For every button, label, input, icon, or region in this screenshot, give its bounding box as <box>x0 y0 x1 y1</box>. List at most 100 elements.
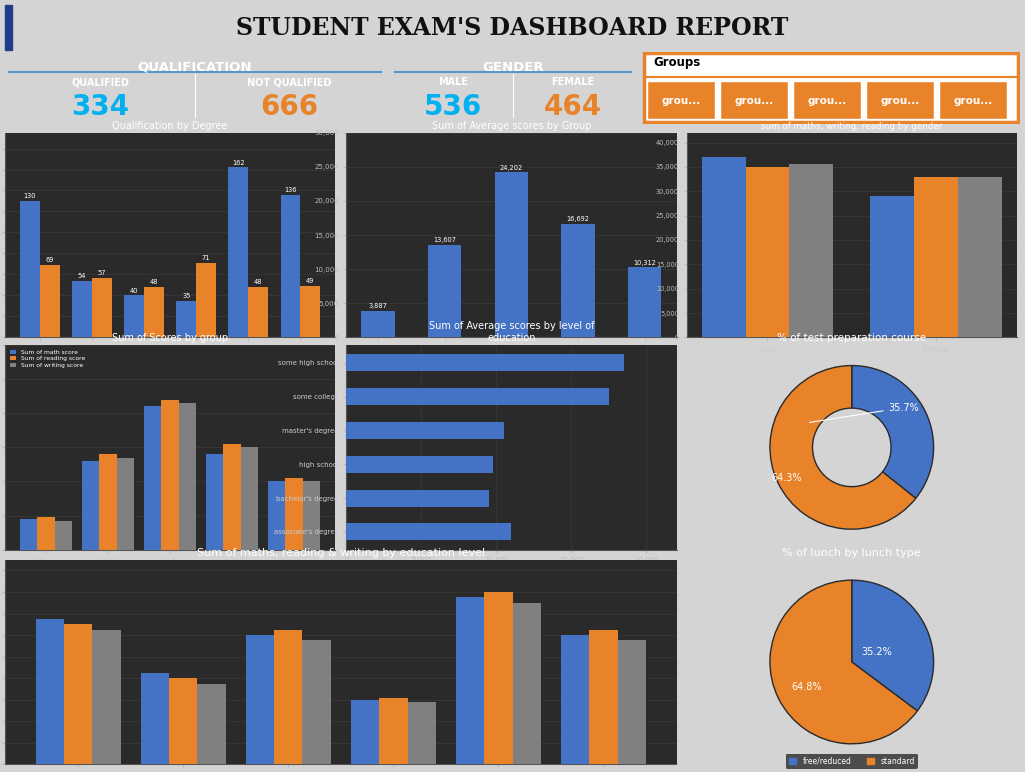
Text: 334: 334 <box>71 93 129 120</box>
Bar <box>379 698 408 764</box>
Text: NOT QUALIFIED: NOT QUALIFIED <box>247 77 332 87</box>
Bar <box>176 300 196 337</box>
Bar <box>206 454 223 550</box>
Bar <box>124 296 145 337</box>
Bar <box>169 678 198 764</box>
Bar <box>958 177 1001 337</box>
Bar <box>64 625 92 764</box>
Title: Sum of Average scores by Group: Sum of Average scores by Group <box>432 120 591 130</box>
Bar <box>5 5 12 50</box>
Text: MALE: MALE <box>438 77 467 87</box>
Bar <box>362 311 395 337</box>
Title: % of lunch by lunch type: % of lunch by lunch type <box>782 547 921 557</box>
Bar <box>346 523 511 540</box>
Bar <box>178 403 196 550</box>
Bar <box>40 265 59 337</box>
Bar <box>162 400 178 550</box>
Legend: Sum of math score, Sum of reading score, Sum of writing score: Sum of math score, Sum of reading score,… <box>8 348 87 370</box>
Bar <box>20 519 38 550</box>
Bar <box>145 287 164 337</box>
Text: 64.3%: 64.3% <box>771 473 802 483</box>
Legend: free/reduced, standard: free/reduced, standard <box>786 753 917 769</box>
Title: % of test preparation course: % of test preparation course <box>777 333 927 343</box>
Title: Sum of Average scores by level of
education: Sum of Average scores by level of educat… <box>428 321 594 343</box>
Text: grou...: grou... <box>662 96 701 106</box>
Bar <box>92 278 112 337</box>
Bar <box>346 354 624 371</box>
Bar <box>456 598 484 764</box>
FancyBboxPatch shape <box>867 82 934 119</box>
Bar <box>269 482 285 550</box>
Text: FEMALE: FEMALE <box>551 77 594 87</box>
Text: 64.8%: 64.8% <box>791 682 822 692</box>
Text: 54: 54 <box>78 273 86 279</box>
Text: QUALIFIED: QUALIFIED <box>71 77 129 87</box>
Bar <box>789 164 833 337</box>
Bar <box>618 641 646 764</box>
Text: 24,202: 24,202 <box>500 165 523 171</box>
Title: sum of maths, writing, reading by gender: sum of maths, writing, reading by gender <box>762 122 942 130</box>
Text: QUALIFICATION: QUALIFICATION <box>137 61 252 73</box>
Text: 40: 40 <box>130 288 138 294</box>
Text: 162: 162 <box>232 160 245 166</box>
FancyBboxPatch shape <box>794 82 861 119</box>
Bar <box>495 172 528 337</box>
Bar <box>484 592 512 764</box>
Text: 3,887: 3,887 <box>369 303 387 310</box>
Bar <box>38 517 55 550</box>
Text: 666: 666 <box>260 93 319 120</box>
Text: 49: 49 <box>306 279 315 284</box>
Text: 536: 536 <box>423 93 482 120</box>
Wedge shape <box>852 581 934 711</box>
Bar <box>346 489 489 506</box>
Text: 35.7%: 35.7% <box>810 402 919 422</box>
Bar <box>248 287 269 337</box>
Text: GENDER: GENDER <box>482 61 544 73</box>
Bar <box>346 422 504 439</box>
Bar <box>346 455 493 472</box>
Text: 136: 136 <box>284 187 296 193</box>
Title: Qualification by Degree: Qualification by Degree <box>113 120 228 130</box>
Bar <box>229 168 248 337</box>
Bar <box>302 482 320 550</box>
Bar <box>285 478 302 550</box>
Text: 16,692: 16,692 <box>567 216 589 222</box>
Bar <box>145 407 162 550</box>
Text: 35.2%: 35.2% <box>861 647 892 657</box>
Bar <box>274 630 302 764</box>
FancyBboxPatch shape <box>722 82 787 119</box>
Bar <box>99 454 117 550</box>
Bar <box>428 245 461 337</box>
FancyBboxPatch shape <box>941 82 1007 119</box>
FancyBboxPatch shape <box>649 82 714 119</box>
Text: 69: 69 <box>46 257 54 263</box>
Text: Groups: Groups <box>653 56 700 69</box>
Text: STUDENT EXAM'S DASHBOARD REPORT: STUDENT EXAM'S DASHBOARD REPORT <box>237 15 788 40</box>
Bar <box>408 702 436 764</box>
Bar <box>36 619 64 764</box>
Bar <box>628 267 661 337</box>
Bar <box>589 630 618 764</box>
Text: grou...: grou... <box>954 96 993 106</box>
Bar <box>246 635 274 764</box>
Bar <box>198 683 226 764</box>
Bar <box>914 177 958 337</box>
Text: 48: 48 <box>150 279 158 286</box>
Text: grou...: grou... <box>880 96 920 106</box>
Bar <box>55 521 72 550</box>
Wedge shape <box>770 581 917 743</box>
Bar <box>702 157 745 337</box>
Bar <box>241 448 258 550</box>
Text: grou...: grou... <box>808 96 848 106</box>
Title: Sum of Scores by group: Sum of Scores by group <box>112 333 229 343</box>
Text: grou...: grou... <box>735 96 774 106</box>
Bar <box>117 458 134 550</box>
Wedge shape <box>770 366 915 529</box>
Text: 10,312: 10,312 <box>633 259 656 266</box>
Bar <box>20 201 40 337</box>
Wedge shape <box>852 366 934 499</box>
Text: 13,607: 13,607 <box>434 237 456 243</box>
Bar <box>346 388 609 405</box>
Text: 57: 57 <box>97 270 107 276</box>
Text: 71: 71 <box>202 256 210 261</box>
